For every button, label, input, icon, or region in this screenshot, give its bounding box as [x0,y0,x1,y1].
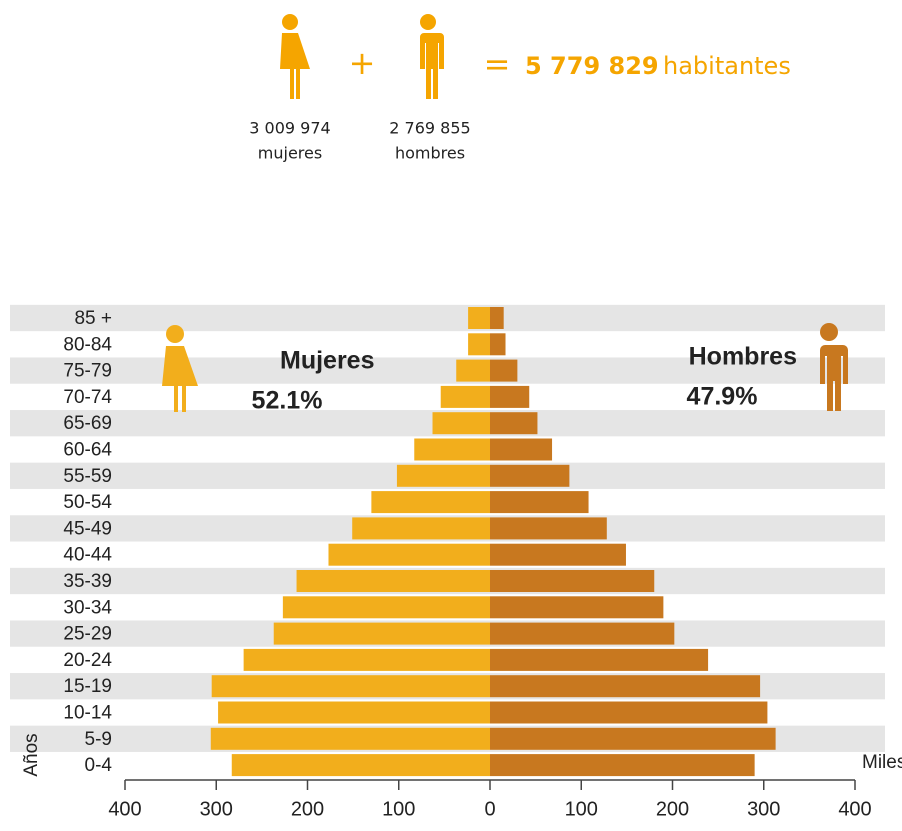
bar [490,385,530,408]
women-count: 3 009 974 [249,119,330,138]
category-label: 35-39 [63,571,112,592]
category-label: 5-9 [85,729,112,750]
bar [414,438,490,461]
category-label: 60-64 [63,440,112,461]
category-label: 75-79 [63,361,112,382]
x-tick-label: 0 [484,798,495,820]
x-tick-label: 400 [838,798,871,820]
total-unit: habitantes [663,52,791,80]
bar [468,307,490,329]
category-label: 20-24 [63,650,112,671]
male-icon-chart [815,323,848,411]
legend-men: Hombres [689,343,797,371]
bar [490,333,506,356]
bar [490,648,709,671]
x-tick-label: 100 [382,798,415,820]
bar [282,596,490,619]
bar [490,701,768,724]
total-population: 5 779 829 [525,52,659,80]
x-tick-label: 200 [291,798,324,820]
category-label: 10-14 [63,703,112,724]
category-label: 50-54 [63,492,112,513]
bar [210,727,490,750]
equals-sign: = [484,45,511,83]
bar [490,307,504,329]
category-label: 55-59 [63,466,112,487]
bar [468,333,490,356]
bar [218,701,490,724]
legend-women: Mujeres [280,347,374,375]
x-axis-label: Miles [862,752,902,773]
bar [296,570,490,592]
y-axis-label: Años [21,733,42,776]
women-share: 52.1% [252,387,323,415]
bar [490,622,675,645]
bar [490,675,761,698]
x-tick-label: 300 [747,798,780,820]
plot [210,307,776,777]
bar [490,359,518,382]
bar [490,596,664,619]
plus-sign: + [349,44,376,82]
bar [490,754,755,777]
female-icon [280,14,310,99]
bar [231,754,490,777]
bar [243,648,490,671]
category-label: 25-29 [63,624,112,645]
bar [490,491,589,514]
bar [211,675,490,698]
bar [490,727,776,750]
bar [490,543,626,566]
category-label: 30-34 [63,597,112,618]
female-icon-chart [162,325,198,412]
bar [432,412,490,435]
bar [352,517,490,540]
category-label: 65-69 [63,413,112,434]
category-label: 0-4 [85,755,113,776]
bar [490,412,538,435]
x-tick-label: 100 [565,798,598,820]
bar [273,622,490,645]
bar [396,464,490,487]
x-tick-label: 300 [200,798,233,820]
women-label: mujeres [258,144,322,163]
category-label: 85 + [74,308,112,329]
category-label: 80-84 [63,334,112,355]
bar [371,491,490,514]
bar [490,570,655,592]
bar [328,543,490,566]
bar [490,438,553,461]
bar [440,385,490,408]
men-share: 47.9% [687,383,758,411]
men-count: 2 769 855 [389,119,470,138]
bar [456,359,490,382]
x-tick-label: 200 [656,798,689,820]
row-band [10,357,885,384]
category-label: 45-49 [63,518,112,539]
row-band [10,304,885,332]
x-tick-label: 400 [108,798,141,820]
men-label: hombres [395,144,465,163]
category-label: 40-44 [63,545,112,566]
male-icon [416,14,444,99]
category-label: 70-74 [63,387,112,408]
bar [490,464,570,487]
category-label: 15-19 [63,676,112,697]
bar [490,517,607,540]
